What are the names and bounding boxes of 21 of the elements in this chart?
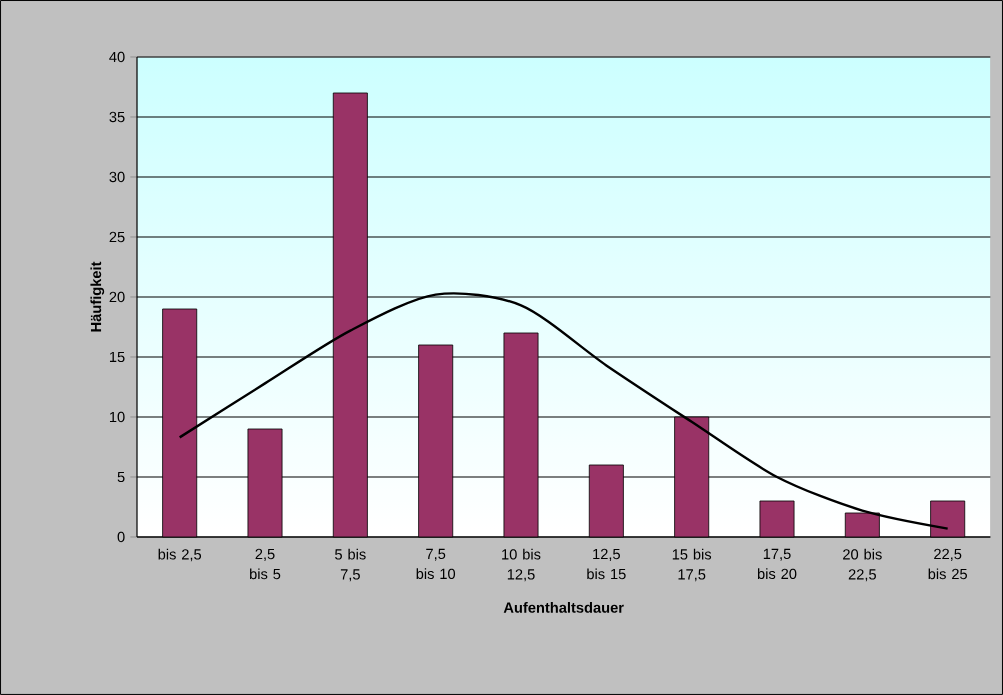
x-tick-label: 7,5 bis 10 [416,548,456,580]
y-tick-label: 10 [109,411,125,423]
x-tick-label: 10 bis 12,5 [502,548,541,582]
y-tick-label: 0 [117,531,125,543]
x-tick-label: 17,5 bis 20 [757,548,797,580]
y-axis-title: Häufigkeit [90,261,105,332]
y-tick-label: 35 [109,111,125,123]
x-tick-label: 5 bis 7,5 [335,548,366,582]
x-tick-label: 12,5 bis 15 [587,548,626,580]
x-axis-title: Aufenthaltsdauer [503,602,624,613]
y-tick-label: 30 [109,171,125,183]
x-tick-label: 20 bis 22,5 [843,548,882,582]
y-tick-label: 15 [109,351,125,363]
x-tick-label: 2,5 bis 5 [250,548,281,580]
y-tick-label: 25 [109,231,125,243]
y-tick-label: 5 [117,471,125,483]
y-tick-label: 40 [109,51,125,63]
x-tick-label: 22,5 bis 25 [928,548,967,580]
y-tick-label: 20 [109,291,125,303]
x-tick-label: 15 bis 17,5 [672,548,712,582]
x-tick-label: bis 2,5 [158,548,202,562]
